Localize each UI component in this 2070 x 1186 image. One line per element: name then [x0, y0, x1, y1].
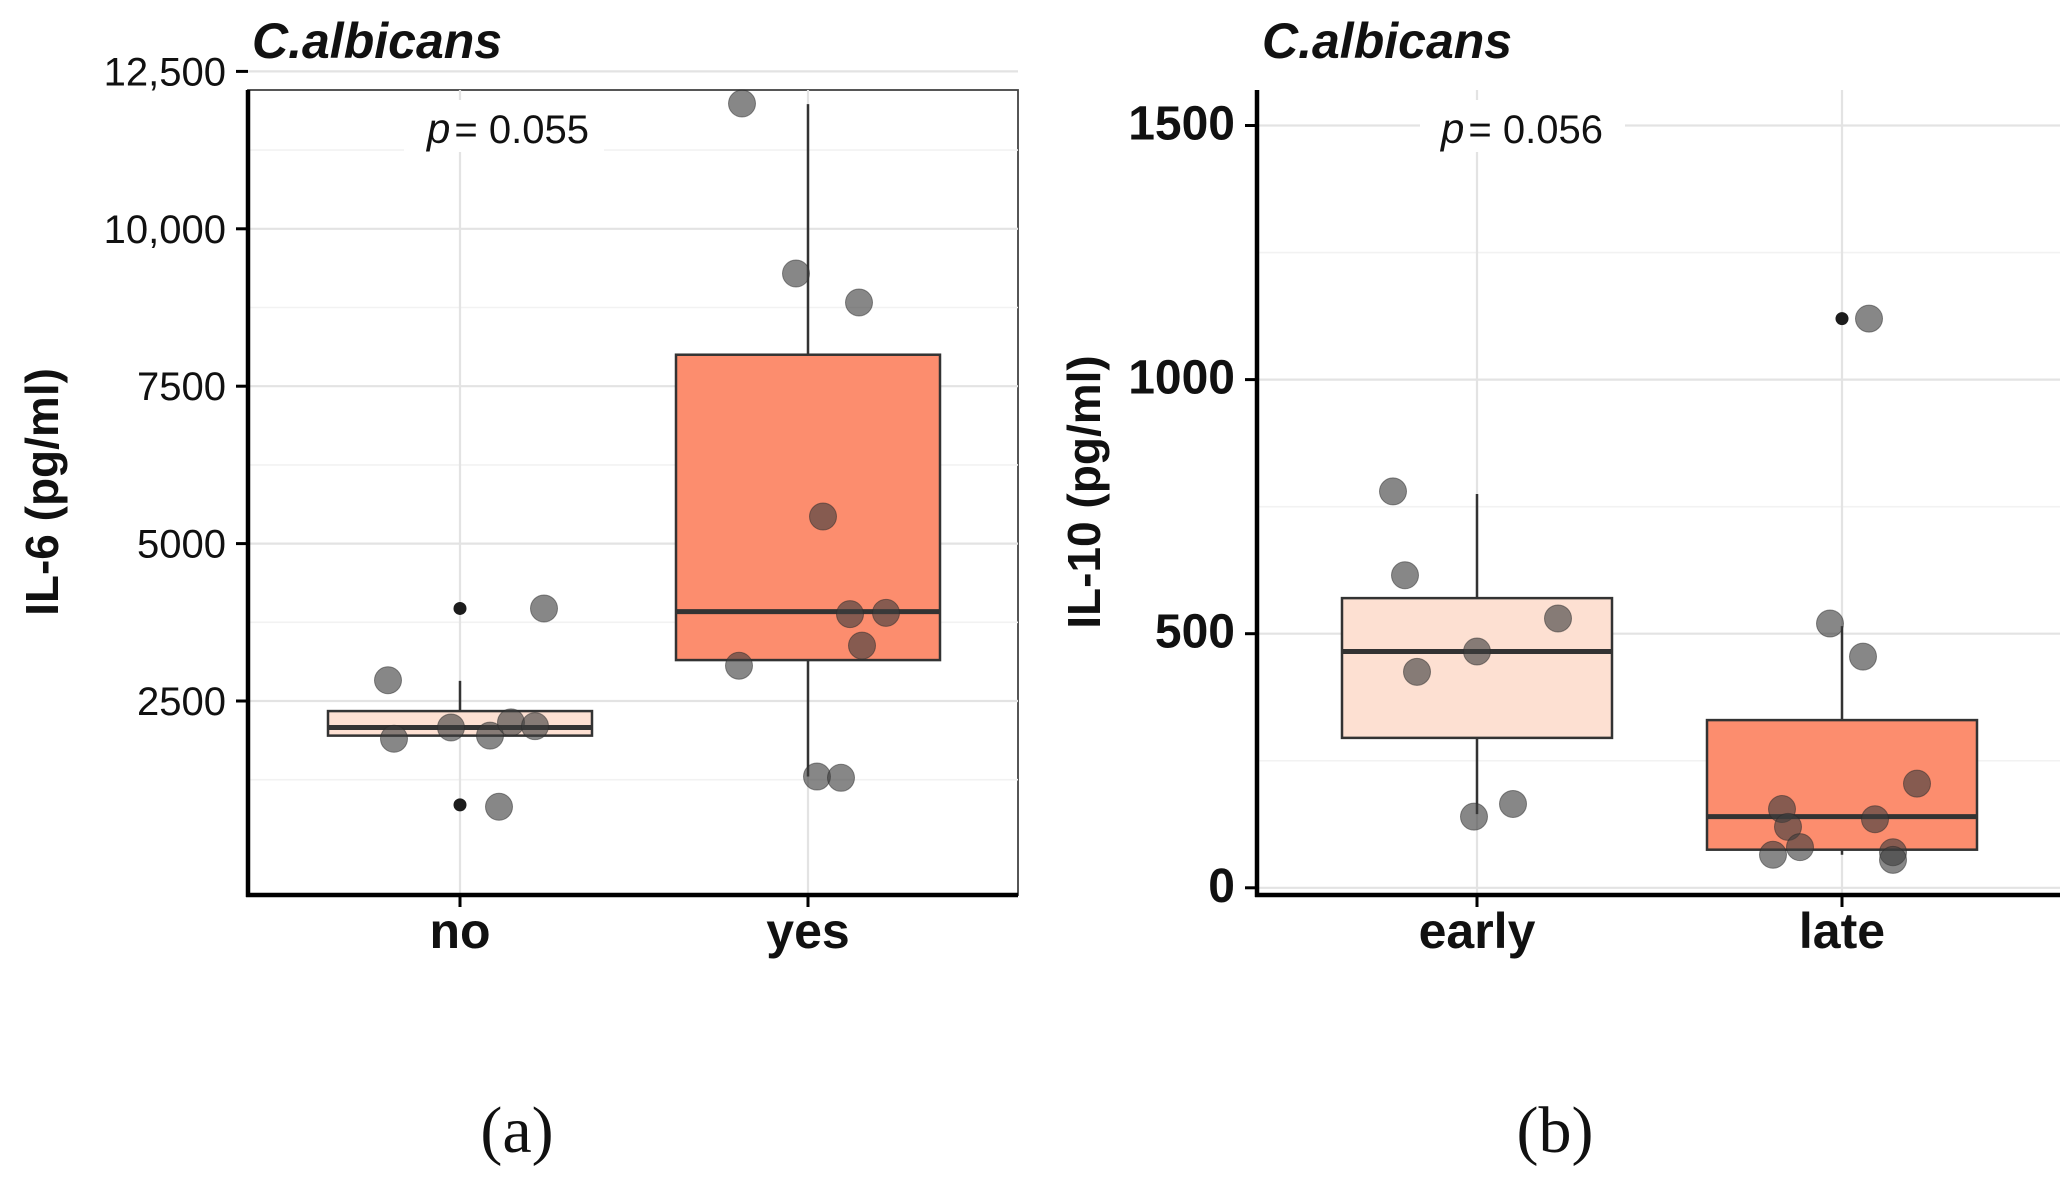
data-point	[497, 708, 525, 737]
data-point	[1403, 657, 1431, 686]
data-point	[803, 762, 831, 791]
panel-b-x-ticks: early late	[1419, 895, 1885, 959]
panel-b-y-label: IL-10 (pg/ml)	[1058, 355, 1110, 628]
data-point	[476, 721, 504, 750]
data-point	[1903, 769, 1931, 798]
y-tick-label: 7500	[137, 365, 226, 409]
data-point	[374, 666, 402, 695]
data-point	[827, 763, 855, 792]
panel-b-p-value-bg	[1420, 100, 1625, 152]
data-point	[725, 651, 753, 680]
data-point	[1786, 833, 1814, 862]
panel-b-p-value: p = 0.056	[1420, 100, 1625, 152]
panel-b-y-ticks: 0 500 1000 1500	[1128, 98, 1257, 913]
panel-a-y-ticks: 2500 5000 7500 10,000 12,500	[104, 50, 248, 724]
x-tick-label: early	[1419, 903, 1536, 959]
data-point	[1849, 642, 1877, 671]
data-point	[848, 631, 876, 660]
outlier-point	[1835, 312, 1849, 326]
data-point	[1855, 304, 1883, 333]
data-point	[437, 713, 465, 742]
panel-a-x-ticks: no yes	[429, 895, 850, 959]
data-point	[1460, 802, 1488, 831]
y-tick-label: 10,000	[104, 208, 226, 252]
panel-b-points	[1379, 304, 1931, 874]
y-tick-label: 12,500	[104, 50, 226, 94]
panel-b: C.albicans 0 500 1000 1500 early late IL-10 …	[1058, 13, 2060, 1167]
y-tick-label: 1500	[1128, 98, 1235, 151]
panel-a-title: C.albicans	[252, 13, 502, 69]
data-point	[1379, 477, 1407, 506]
y-tick-label: 5000	[137, 523, 226, 567]
box-late	[1705, 718, 1979, 851]
y-tick-label: 1000	[1128, 352, 1235, 405]
panel-b-title: C.albicans	[1262, 13, 1512, 69]
data-point	[836, 600, 864, 629]
data-point	[872, 598, 900, 627]
panel-a-subfigure-label: (a)	[480, 1094, 553, 1167]
data-point	[1499, 789, 1527, 818]
y-tick-label: 2500	[137, 680, 226, 724]
data-point	[530, 594, 558, 623]
x-tick-label: yes	[766, 903, 849, 959]
outlier-point	[453, 601, 467, 615]
data-point	[1544, 604, 1572, 633]
outlier-point	[453, 798, 467, 812]
box-yes	[674, 353, 942, 662]
panel-a-y-label: IL-6 (pg/ml)	[16, 368, 68, 616]
panel-b-boxes	[1340, 312, 1979, 855]
data-point	[1816, 609, 1844, 638]
panel-a: C.albicans 2500 5000 7500 10,000 12,500 no ye…	[16, 13, 1019, 1167]
data-point	[380, 724, 408, 753]
data-point	[809, 502, 837, 531]
panel-b-p-value-text: p = 0.056	[1439, 105, 1603, 152]
panel-b-subfigure-label: (b)	[1517, 1094, 1594, 1167]
x-tick-label: no	[429, 903, 490, 959]
y-tick-label: 500	[1155, 606, 1235, 659]
x-tick-label: late	[1799, 903, 1885, 959]
data-point	[1879, 845, 1907, 874]
data-point	[1391, 561, 1419, 590]
data-point	[521, 712, 549, 741]
data-point	[1463, 637, 1491, 666]
y-tick-label: 0	[1208, 860, 1235, 913]
panel-a-p-value: p = 0.055	[404, 100, 604, 152]
data-point	[1861, 805, 1889, 834]
panel-a-p-value-text: p = 0.055	[425, 105, 589, 152]
panel-a-points	[374, 89, 900, 821]
data-point	[845, 288, 873, 317]
data-point	[485, 792, 513, 821]
panel-a-p-value-bg	[404, 100, 604, 152]
data-point	[728, 89, 756, 118]
data-point	[782, 259, 810, 288]
data-point	[1759, 840, 1787, 869]
